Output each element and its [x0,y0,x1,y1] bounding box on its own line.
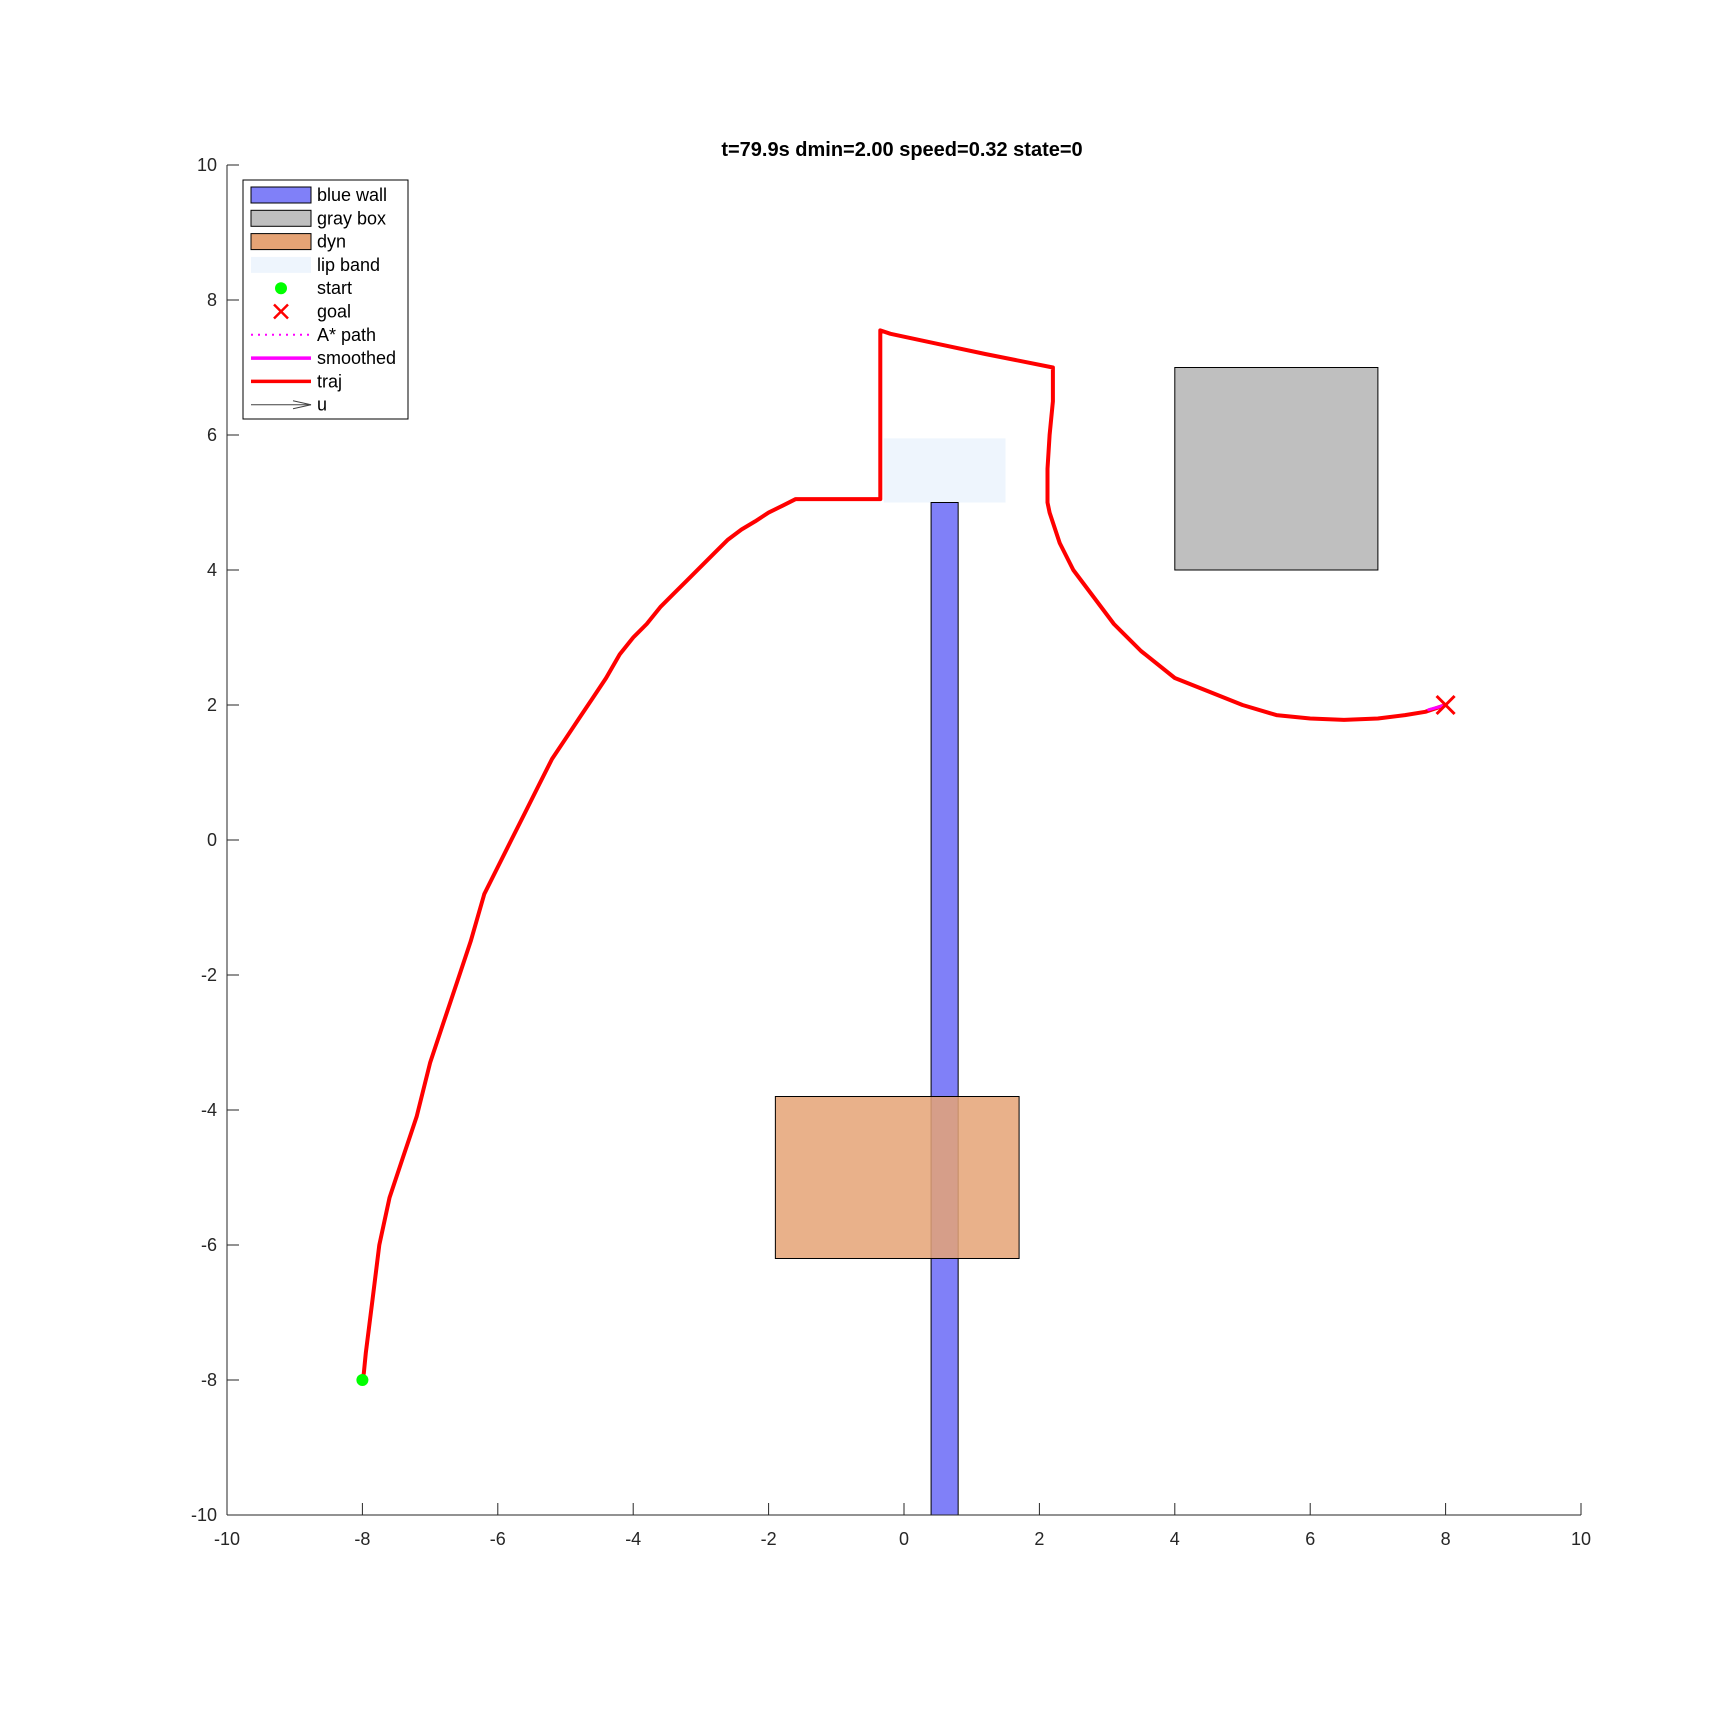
legend-item-goal: goal [273,302,351,322]
y-tick-label: 8 [207,290,217,310]
x-tick-label: 10 [1571,1529,1591,1549]
legend-label: traj [317,371,342,391]
legend-item-traj: traj [251,371,342,391]
goal-marker [1435,694,1456,716]
series-traj-line [360,328,1448,1382]
legend-label: start [317,278,352,298]
x-tick-label: 8 [1441,1529,1451,1549]
y-tick-label: -10 [191,1505,217,1525]
x-tick-label: 0 [899,1529,909,1549]
start-marker [356,1374,369,1386]
legend-item-smoothed: smoothed [251,348,396,368]
dyn-patch [774,1096,1020,1259]
y-tick-label: 0 [207,830,217,850]
markers [356,694,1456,1386]
x-tick-label: -8 [354,1529,370,1549]
x-ticks: -10 -8 -6 -4 -2 0 2 4 6 8 10 [214,1503,1591,1549]
legend-item-u: u [251,395,327,415]
legend-label: dyn [317,232,346,252]
lip-band-patch [883,438,1006,503]
legend-item-a-path: A* path [251,325,376,345]
x-tick-label: 4 [1170,1529,1180,1549]
legend-item-blue-wall: blue wall [250,185,387,205]
chart-title: t=79.9s dmin=2.00 speed=0.32 state=0 [721,139,1082,161]
y-tick-label: -8 [201,1370,217,1390]
legend-label: smoothed [317,348,396,368]
y-tick-label: 10 [197,155,217,175]
y-tick-label: 2 [207,695,217,715]
legend-item-dyn: dyn [250,232,346,252]
legend-label: A* path [317,325,376,345]
legend-item-start: start [275,278,352,298]
y-ticks: -10 -8 -6 -4 -2 0 2 4 6 8 10 [191,155,239,1525]
legend-label: goal [317,302,351,322]
legend-label: gray box [317,208,386,228]
legend-item-gray-box: gray box [250,208,386,228]
x-tick-label: 6 [1305,1529,1315,1549]
legend: blue wall gray box dyn lip band start goal A* … [242,179,409,420]
y-tick-label: -4 [201,1100,217,1120]
x-tick-label: 2 [1034,1529,1044,1549]
legend-item-lip-band: lip band [251,255,380,275]
legend-label: u [317,395,327,415]
obstacles [774,367,1379,1516]
x-tick-label: -6 [490,1529,506,1549]
y-tick-label: 6 [207,425,217,445]
y-tick-label: 4 [207,560,217,580]
x-tick-label: -10 [214,1529,240,1549]
gray-box-patch [1174,367,1379,571]
y-tick-label: -2 [201,965,217,985]
y-tick-label: -6 [201,1235,217,1255]
legend-label: lip band [317,255,380,275]
legend-label: blue wall [317,185,387,205]
x-tick-label: -2 [761,1529,777,1549]
x-tick-label: -4 [625,1529,641,1549]
blue-wall-patch [930,502,959,1516]
